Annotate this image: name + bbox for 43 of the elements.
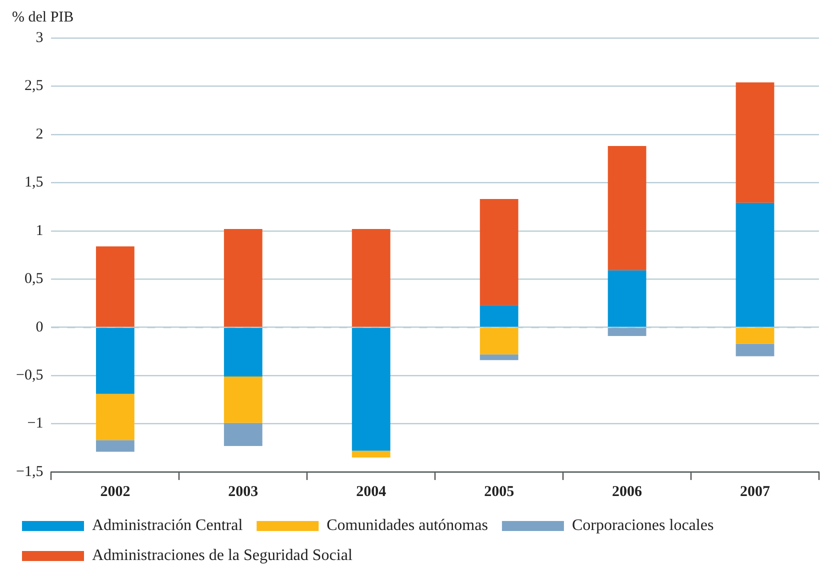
bar xyxy=(736,202,774,327)
bar xyxy=(224,376,262,423)
bar xyxy=(96,440,134,452)
bar xyxy=(224,228,262,327)
y-tick-label: 1 xyxy=(36,222,44,239)
y-tick-label: 1,5 xyxy=(24,174,44,191)
y-tick-label: 2 xyxy=(36,126,44,142)
x-tick-label: 2003 xyxy=(228,484,258,500)
bar xyxy=(608,270,646,327)
y-axis-title: % del PIB xyxy=(12,9,74,26)
bar xyxy=(480,199,518,306)
bar xyxy=(608,146,646,270)
bar xyxy=(352,450,390,458)
bar xyxy=(96,328,134,394)
x-tick-label: 2005 xyxy=(484,484,514,500)
bar xyxy=(736,328,774,344)
bar xyxy=(352,328,390,451)
x-tick-label: 2006 xyxy=(612,484,643,500)
y-tick-label: 2,5 xyxy=(24,78,44,94)
legend-label: Comunidades autónomas xyxy=(326,517,488,534)
bar xyxy=(736,344,774,356)
y-tick-label: 0 xyxy=(36,319,44,336)
bar xyxy=(736,82,774,203)
bar xyxy=(224,422,262,446)
bar xyxy=(96,246,134,327)
y-tick-label: −1 xyxy=(27,416,44,432)
x-tick-label: 2004 xyxy=(356,484,387,500)
y-tick-label: −0,5 xyxy=(16,367,44,384)
bar xyxy=(480,354,518,360)
x-tick-label: 2002 xyxy=(100,484,130,500)
legend-label: Administraciones de la Seguridad Social xyxy=(92,547,353,564)
y-tick-label: 3 xyxy=(36,30,44,46)
legend-label: Corporaciones locales xyxy=(572,517,714,534)
bar xyxy=(224,328,262,377)
bar xyxy=(480,305,518,327)
legend-label: Administración Central xyxy=(92,517,244,534)
x-tick-label: 2007 xyxy=(740,484,771,500)
y-tick-label: 0,5 xyxy=(24,271,44,288)
bar xyxy=(352,228,390,327)
bar xyxy=(608,328,646,336)
y-tick-label: −1,5 xyxy=(16,464,44,480)
bar xyxy=(96,394,134,440)
bar xyxy=(480,328,518,354)
